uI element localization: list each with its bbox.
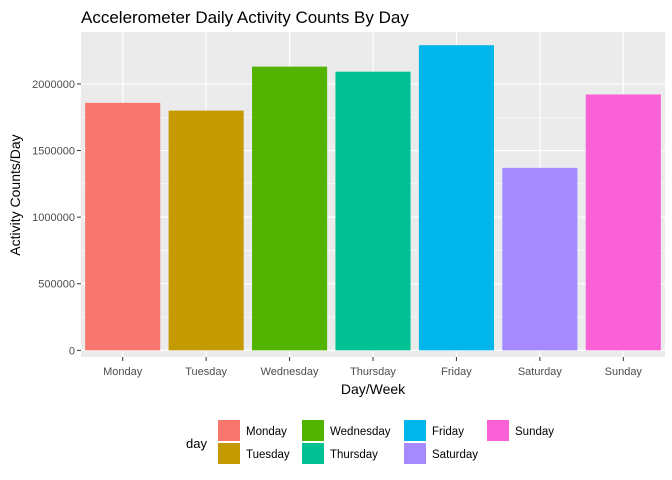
x-tick-label: Thursday	[350, 366, 396, 378]
bar-sunday	[585, 94, 661, 351]
x-tick-label: Friday	[441, 366, 472, 378]
legend-label: Tuesday	[246, 449, 290, 461]
x-tick-label: Sunday	[605, 366, 643, 378]
x-axis: Monday Tuesday Wednesday Thursday Friday Satu…	[103, 357, 642, 378]
legend-title: day	[186, 436, 207, 451]
legend-label: Monday	[246, 426, 287, 438]
x-tick-label: Saturday	[518, 366, 563, 378]
bar-saturday	[502, 167, 578, 351]
x-tick-label: Monday	[103, 366, 143, 378]
legend-label: Friday	[432, 426, 464, 438]
bar-friday	[418, 45, 494, 351]
legend-key-thursday	[302, 443, 324, 464]
y-tick-label: 2000000	[32, 79, 75, 91]
bars	[85, 45, 661, 351]
y-tick-label: 0	[69, 345, 75, 357]
legend-label: Sunday	[515, 426, 554, 438]
y-axis: 0 500000 1000000 1500000 2000000	[32, 79, 81, 357]
legend-key-saturday	[404, 443, 426, 464]
legend-key-wednesday	[302, 420, 324, 441]
bar-monday	[85, 102, 161, 351]
legend-key-monday	[218, 420, 240, 441]
y-tick-label: 1000000	[32, 212, 75, 224]
bar-thursday	[335, 71, 411, 351]
legend-label: Saturday	[432, 449, 478, 461]
x-tick-label: Wednesday	[261, 366, 319, 378]
x-axis-title: Day/Week	[341, 381, 406, 397]
legend-key-sunday	[487, 420, 509, 441]
y-tick-label: 500000	[38, 279, 75, 291]
legend: day Monday Tuesday Wednesday Thursday Friday…	[186, 420, 554, 464]
legend-key-tuesday	[218, 443, 240, 464]
y-axis-title: Activity Counts/Day	[7, 134, 23, 255]
bar-tuesday	[168, 110, 244, 351]
chart-title: Accelerometer Daily Activity Counts By D…	[81, 8, 409, 27]
legend-label: Wednesday	[330, 426, 391, 438]
legend-key-friday	[404, 420, 426, 441]
y-tick-label: 1500000	[32, 146, 75, 158]
bar-wednesday	[252, 66, 328, 351]
x-tick-label: Tuesday	[185, 366, 227, 378]
legend-label: Thursday	[330, 449, 378, 461]
